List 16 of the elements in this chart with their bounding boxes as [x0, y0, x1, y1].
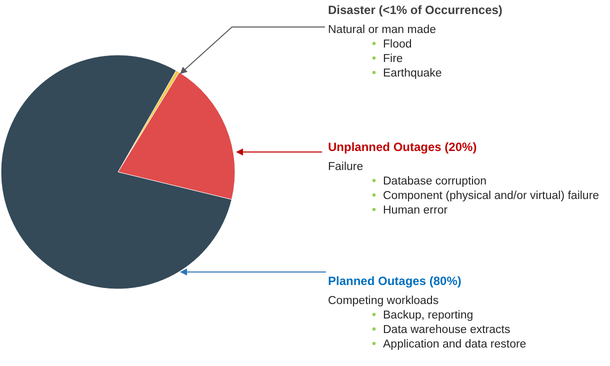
- text: Application and data restore: [383, 338, 526, 350]
- text: Natural or man made: [328, 24, 436, 36]
- text: Failure: [328, 161, 364, 173]
- text: Component (physical and/or virtual) failure: [383, 190, 600, 202]
- text: Human error: [383, 204, 448, 216]
- text: Competing workloads: [328, 295, 439, 307]
- slice-label: Unplanned Outages (20%): [328, 140, 477, 154]
- text: Database corruption: [383, 176, 487, 188]
- text: Earthquake: [383, 68, 442, 80]
- text: Data warehouse extracts: [383, 324, 510, 336]
- pie-slice: [0, 54, 232, 290]
- slice-label: Disaster (<1% of Occurrences): [328, 3, 502, 17]
- slice-label: Planned Outages (80%): [328, 274, 462, 288]
- text: Flood: [383, 38, 412, 50]
- text: Fire: [383, 53, 403, 65]
- text: Backup, reporting: [383, 310, 474, 322]
